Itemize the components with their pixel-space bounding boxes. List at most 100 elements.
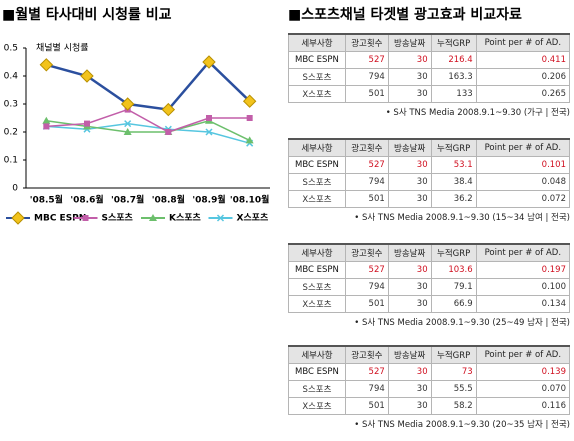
y-tick-label: 0.1 bbox=[4, 156, 18, 166]
table-cell: 794 bbox=[344, 380, 389, 398]
table-cell: S스포츠 bbox=[288, 278, 346, 296]
header-cell: 세부사항 bbox=[288, 138, 346, 157]
table-cell: 0.139 bbox=[475, 363, 571, 381]
table-block: 세부사항 광고횟수 방송날짜 누적GRP Point per # of AD. MBC E… bbox=[288, 138, 571, 223]
table-cell: 0.070 bbox=[475, 380, 571, 398]
header-cell: 방송날짜 bbox=[387, 243, 432, 262]
line bbox=[46, 60, 251, 111]
line bbox=[46, 120, 250, 142]
table-cell: 30 bbox=[387, 295, 432, 313]
table-cell: MBC ESPN bbox=[288, 51, 346, 69]
table-cell: S스포츠 bbox=[288, 68, 346, 86]
header-row: 세부사항 광고횟수 방송날짜 누적GRP Point per # of AD. bbox=[288, 138, 571, 157]
marker bbox=[82, 215, 89, 221]
table-cell: 794 bbox=[344, 68, 389, 86]
table-cell: 527 bbox=[344, 363, 389, 381]
header-cell: Point per # of AD. bbox=[475, 33, 571, 52]
header-cell: 광고횟수 bbox=[344, 243, 389, 262]
table-row: X스포츠 501 30 58.2 0.116 bbox=[288, 397, 571, 415]
x-tick-label: '08.9월 bbox=[192, 194, 225, 206]
data-table: 세부사항 광고횟수 방송날짜 누적GRP Point per # of AD. MBC E… bbox=[288, 138, 571, 208]
table-cell: 501 bbox=[344, 295, 389, 313]
table-cell: S스포츠 bbox=[288, 173, 346, 191]
table-cell: 0.134 bbox=[475, 295, 571, 313]
table-cell: MBC ESPN bbox=[288, 363, 346, 381]
table-cell: 30 bbox=[387, 363, 432, 381]
table-cell: X스포츠 bbox=[288, 397, 346, 415]
table-block: 세부사항 광고횟수 방송날짜 누적GRP Point per # of AD. MBC E… bbox=[288, 345, 571, 430]
marker bbox=[216, 214, 225, 222]
table-block: 세부사항 광고횟수 방송날짜 누적GRP Point per # of AD. MBC E… bbox=[288, 243, 571, 328]
table-cell: 216.4 bbox=[430, 51, 477, 69]
marker bbox=[242, 94, 257, 108]
table-row: S스포츠 794 30 79.1 0.100 bbox=[288, 278, 571, 296]
marker bbox=[202, 55, 216, 69]
table-block: 세부사항 광고횟수 방송날짜 누적GRP Point per # of AD. MBC E… bbox=[288, 33, 571, 118]
marker bbox=[246, 115, 253, 121]
x-tick-label: '08.6월 bbox=[70, 194, 103, 206]
table-cell: 527 bbox=[344, 156, 389, 174]
header-cell: 누적GRP bbox=[430, 243, 477, 262]
legend-label: X스포츠 bbox=[237, 213, 269, 224]
y-tick-label: 0 bbox=[12, 184, 18, 194]
marker bbox=[80, 69, 94, 83]
marker bbox=[124, 120, 132, 128]
table-cell: X스포츠 bbox=[288, 295, 346, 313]
header-cell: 세부사항 bbox=[288, 345, 346, 364]
header-cell: 방송날짜 bbox=[387, 345, 432, 364]
table-cell: 53.1 bbox=[430, 156, 477, 174]
header-row: 세부사항 광고횟수 방송날짜 누적GRP Point per # of AD. bbox=[288, 33, 571, 52]
table-note: • S사 TNS Media 2008.9.1~9.30 (15~34 남여 |… bbox=[354, 213, 570, 223]
table-cell: 38.4 bbox=[430, 173, 477, 191]
table-cell: 30 bbox=[387, 380, 432, 398]
table-row: X스포츠 501 30 66.9 0.134 bbox=[288, 295, 571, 313]
tables-title: ■스포츠채널 타겟별 광고효과 비교자료 bbox=[288, 7, 522, 23]
table-cell: 73 bbox=[430, 363, 477, 381]
legend-label: MBC ESPN bbox=[34, 214, 86, 224]
table-cell: 0.101 bbox=[475, 156, 571, 174]
chart-title: ■월별 타사대비 시청률 비교 bbox=[2, 7, 172, 23]
table-row: MBC ESPN 527 30 73 0.139 bbox=[288, 363, 571, 381]
table-cell: 133 bbox=[430, 85, 477, 103]
marker bbox=[161, 102, 176, 117]
table-cell: 58.2 bbox=[430, 397, 477, 415]
y-axis-label: 채널별 시청률 bbox=[36, 43, 89, 54]
table-row: MBC ESPN 527 30 103.6 0.197 bbox=[288, 261, 571, 279]
x-tick-label: '08.5월 bbox=[30, 194, 63, 206]
table-cell: 527 bbox=[344, 51, 389, 69]
table-cell: 0.116 bbox=[475, 397, 571, 415]
data-table: 세부사항 광고횟수 방송날짜 누적GRP Point per # of AD. MBC E… bbox=[288, 33, 571, 103]
marker bbox=[43, 123, 50, 130]
table-cell: MBC ESPN bbox=[288, 261, 346, 279]
table-row: MBC ESPN 527 30 53.1 0.101 bbox=[288, 156, 571, 174]
table-cell: 0.411 bbox=[475, 51, 571, 69]
header-cell: 누적GRP bbox=[430, 138, 477, 157]
legend-label: K스포츠 bbox=[169, 213, 202, 224]
table-note: • S사 TNS Media 2008.9.1~9.30 (가구 | 전국) bbox=[385, 108, 570, 118]
marker bbox=[11, 211, 25, 225]
marker bbox=[165, 129, 172, 135]
table-cell: 30 bbox=[387, 173, 432, 191]
header-cell: Point per # of AD. bbox=[475, 345, 571, 364]
table-cell: 163.3 bbox=[430, 68, 477, 86]
x-tick-label: '08.7월 bbox=[111, 194, 144, 206]
table-cell: 55.5 bbox=[430, 380, 477, 398]
y-tick-label: 0.5 bbox=[4, 44, 18, 54]
marker bbox=[39, 58, 54, 72]
y-tick-label: 0.4 bbox=[4, 72, 19, 82]
table-cell: 0.048 bbox=[475, 173, 571, 191]
header-cell: 방송날짜 bbox=[387, 138, 432, 157]
header-cell: 누적GRP bbox=[430, 345, 477, 364]
table-cell: 30 bbox=[387, 278, 432, 296]
line bbox=[46, 108, 250, 133]
line bbox=[46, 122, 250, 144]
y-tick-label: 0.2 bbox=[4, 128, 18, 138]
table-row: S스포츠 794 30 163.3 0.206 bbox=[288, 68, 571, 86]
table-cell: 0.072 bbox=[475, 190, 571, 208]
table-note: • S사 TNS Media 2008.9.1~9.30 (20~35 남자 |… bbox=[354, 420, 570, 430]
legend-label: S스포츠 bbox=[102, 213, 134, 224]
marker bbox=[245, 136, 254, 144]
table-cell: X스포츠 bbox=[288, 85, 346, 103]
table-cell: MBC ESPN bbox=[288, 156, 346, 174]
